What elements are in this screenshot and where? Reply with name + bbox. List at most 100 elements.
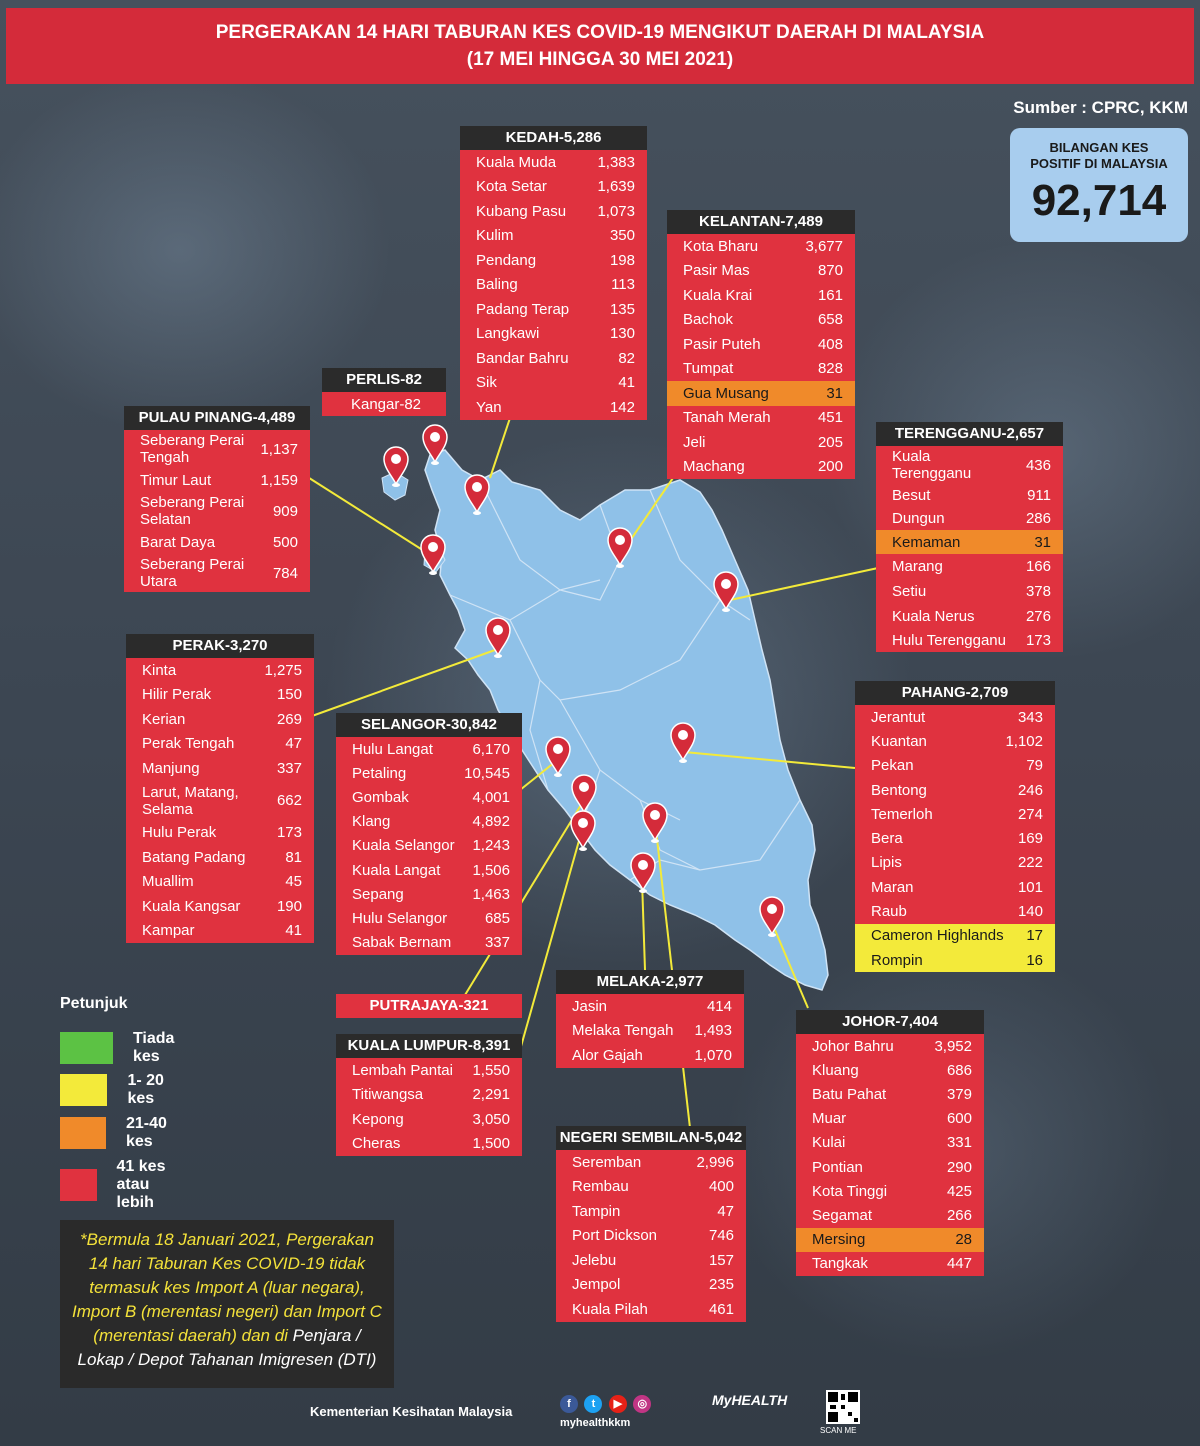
district-row: Seberang Perai Selatan 909 bbox=[124, 492, 310, 530]
district-name: Pasir Mas bbox=[683, 262, 750, 280]
state-title-negeri-sembilan: NEGERI SEMBILAN-5,042 bbox=[556, 1126, 746, 1150]
map-pin-icon bbox=[607, 527, 633, 568]
district-row: Hulu Perak 173 bbox=[126, 821, 314, 846]
district-name: Seberang Perai Selatan bbox=[140, 494, 245, 528]
district-value: 331 bbox=[946, 1134, 972, 1152]
district-row: Kuantan 1,102 bbox=[855, 729, 1055, 753]
twitter-icon[interactable]: t bbox=[584, 1395, 603, 1413]
district-name: Sepang bbox=[352, 885, 404, 903]
district-name: Jerantut bbox=[871, 708, 926, 726]
district-value: 414 bbox=[706, 997, 732, 1015]
district-name: Seberang Perai Tengah bbox=[140, 432, 245, 466]
district-name: Sik bbox=[476, 374, 497, 392]
district-name: Jempol bbox=[572, 1276, 621, 1294]
district-value: 343 bbox=[1017, 708, 1043, 726]
district-value: 6,170 bbox=[472, 740, 510, 758]
district-row: Batu Pahat 379 bbox=[796, 1082, 984, 1106]
district-row: Hulu Terengganu 173 bbox=[876, 628, 1063, 652]
district-value: 28 bbox=[955, 1231, 972, 1249]
district-row: Kinta 1,275 bbox=[126, 658, 314, 683]
map-pin-icon bbox=[464, 474, 490, 515]
district-value: 31 bbox=[826, 384, 843, 402]
district-row: Melaka Tengah 1,493 bbox=[556, 1019, 744, 1044]
district-name: Jeli bbox=[683, 433, 706, 451]
district-name: Kuantan bbox=[871, 732, 927, 750]
district-row: Kuala Krai 161 bbox=[667, 283, 855, 308]
legend-swatch bbox=[60, 1074, 108, 1106]
youtube-icon[interactable]: ▶ bbox=[608, 1395, 627, 1413]
district-row: Hilir Perak 150 bbox=[126, 683, 314, 708]
district-value: 16 bbox=[1026, 951, 1043, 969]
district-name: Muar bbox=[812, 1110, 847, 1128]
legend-item: Tiada kes bbox=[60, 1030, 190, 1066]
district-row: Jeli 205 bbox=[667, 430, 855, 455]
district-value: 379 bbox=[946, 1085, 972, 1103]
facebook-icon[interactable]: f bbox=[560, 1395, 578, 1413]
district-row: Kota Bharu 3,677 bbox=[667, 234, 855, 259]
map-pin-icon bbox=[759, 896, 785, 937]
district-row: Gombak 4,001 bbox=[336, 785, 522, 809]
district-name: Kuala Pilah bbox=[572, 1300, 648, 1318]
district-name: Langkawi bbox=[476, 325, 540, 343]
district-name: Kuala Kangsar bbox=[142, 897, 241, 915]
state-box-putrajaya: PUTRAJAYA-321 bbox=[336, 994, 522, 1018]
district-value: 1,073 bbox=[597, 202, 635, 220]
state-title-perak: PERAK-3,270 bbox=[126, 634, 314, 658]
district-row: Kuala Muda 1,383 bbox=[460, 150, 647, 175]
district-value: 784 bbox=[272, 564, 298, 582]
district-row: Jerantut 343 bbox=[855, 705, 1055, 729]
state-title-kedah: KEDAH-5,286 bbox=[460, 126, 647, 150]
map-pin-icon bbox=[485, 617, 511, 658]
district-name: Gua Musang bbox=[683, 384, 769, 402]
district-row: Barat Daya 500 bbox=[124, 530, 310, 554]
state-rows-selangor: Hulu Langat 6,170 Petaling 10,545 Gombak 4,00… bbox=[336, 737, 522, 955]
district-row: Bandar Bahru 82 bbox=[460, 346, 647, 371]
map-pin-icon bbox=[713, 571, 739, 612]
legend-item: 41 kes atau lebih bbox=[60, 1158, 185, 1212]
district-name: Pekan bbox=[871, 757, 914, 775]
district-name: Petaling bbox=[352, 764, 407, 782]
exclusion-note: *Bermula 18 Januari 2021, Pergerakan 14 … bbox=[60, 1220, 394, 1388]
instagram-icon[interactable]: ◎ bbox=[633, 1395, 652, 1413]
legend-label: 41 kes atau lebih bbox=[116, 1158, 166, 1211]
district-row: Pekan 79 bbox=[855, 754, 1055, 778]
district-value: 169 bbox=[1017, 830, 1043, 848]
state-rows-perlis: Kangar-82 bbox=[322, 392, 446, 416]
state-title-selangor: SELANGOR-30,842 bbox=[336, 713, 522, 737]
district-name: Gombak bbox=[352, 788, 409, 806]
state-title-pulau-pinang: PULAU PINANG-4,489 bbox=[124, 406, 310, 430]
state-title-pahang: PAHANG-2,709 bbox=[855, 681, 1055, 705]
qr-code-icon[interactable] bbox=[826, 1390, 860, 1424]
map-pin-icon bbox=[420, 534, 446, 575]
district-value: 337 bbox=[276, 759, 302, 777]
district-name: Melaka Tengah bbox=[572, 1022, 674, 1040]
note-text: *Bermula 18 Januari 2021, Pergerakan 14 … bbox=[72, 1230, 382, 1345]
state-title-kuala-lumpur: KUALA LUMPUR-8,391 bbox=[336, 1034, 522, 1058]
district-value: 3,677 bbox=[805, 237, 843, 255]
district-value: 45 bbox=[285, 873, 302, 891]
state-rows-perak: Kinta 1,275 Hilir Perak 150 Kerian 269 Perak T… bbox=[126, 658, 314, 943]
district-value: 1,383 bbox=[597, 153, 635, 171]
district-row: Segamat 266 bbox=[796, 1203, 984, 1227]
district-row: Hulu Selangor 685 bbox=[336, 906, 522, 930]
state-box-terengganu: TERENGGANU-2,657 Kuala Terengganu 436 Besu… bbox=[876, 422, 1063, 652]
district-row: Larut, Matang, Selama 662 bbox=[126, 781, 314, 821]
district-row: Jasin 414 bbox=[556, 994, 744, 1019]
district-row: Klang 4,892 bbox=[336, 810, 522, 834]
state-title-terengganu: TERENGGANU-2,657 bbox=[876, 422, 1063, 446]
district-value: 113 bbox=[611, 276, 635, 294]
district-value: 1,506 bbox=[472, 861, 510, 879]
district-value: 157 bbox=[708, 1251, 734, 1269]
district-row: Perak Tengah 47 bbox=[126, 732, 314, 757]
district-name: Kulai bbox=[812, 1134, 846, 1152]
district-row: Bachok 658 bbox=[667, 308, 855, 333]
map-pin-icon bbox=[630, 852, 656, 893]
district-name: Maran bbox=[871, 878, 914, 896]
district-value: 200 bbox=[817, 458, 843, 476]
district-name: Jelebu bbox=[572, 1251, 617, 1269]
state-rows-pahang: Jerantut 343 Kuantan 1,102 Pekan 79 Bentong 246… bbox=[855, 705, 1055, 973]
district-value: 436 bbox=[1025, 456, 1051, 474]
district-row: Petaling 10,545 bbox=[336, 761, 522, 785]
district-name: Kota Tinggi bbox=[812, 1182, 888, 1200]
district-row: Hulu Langat 6,170 bbox=[336, 737, 522, 761]
